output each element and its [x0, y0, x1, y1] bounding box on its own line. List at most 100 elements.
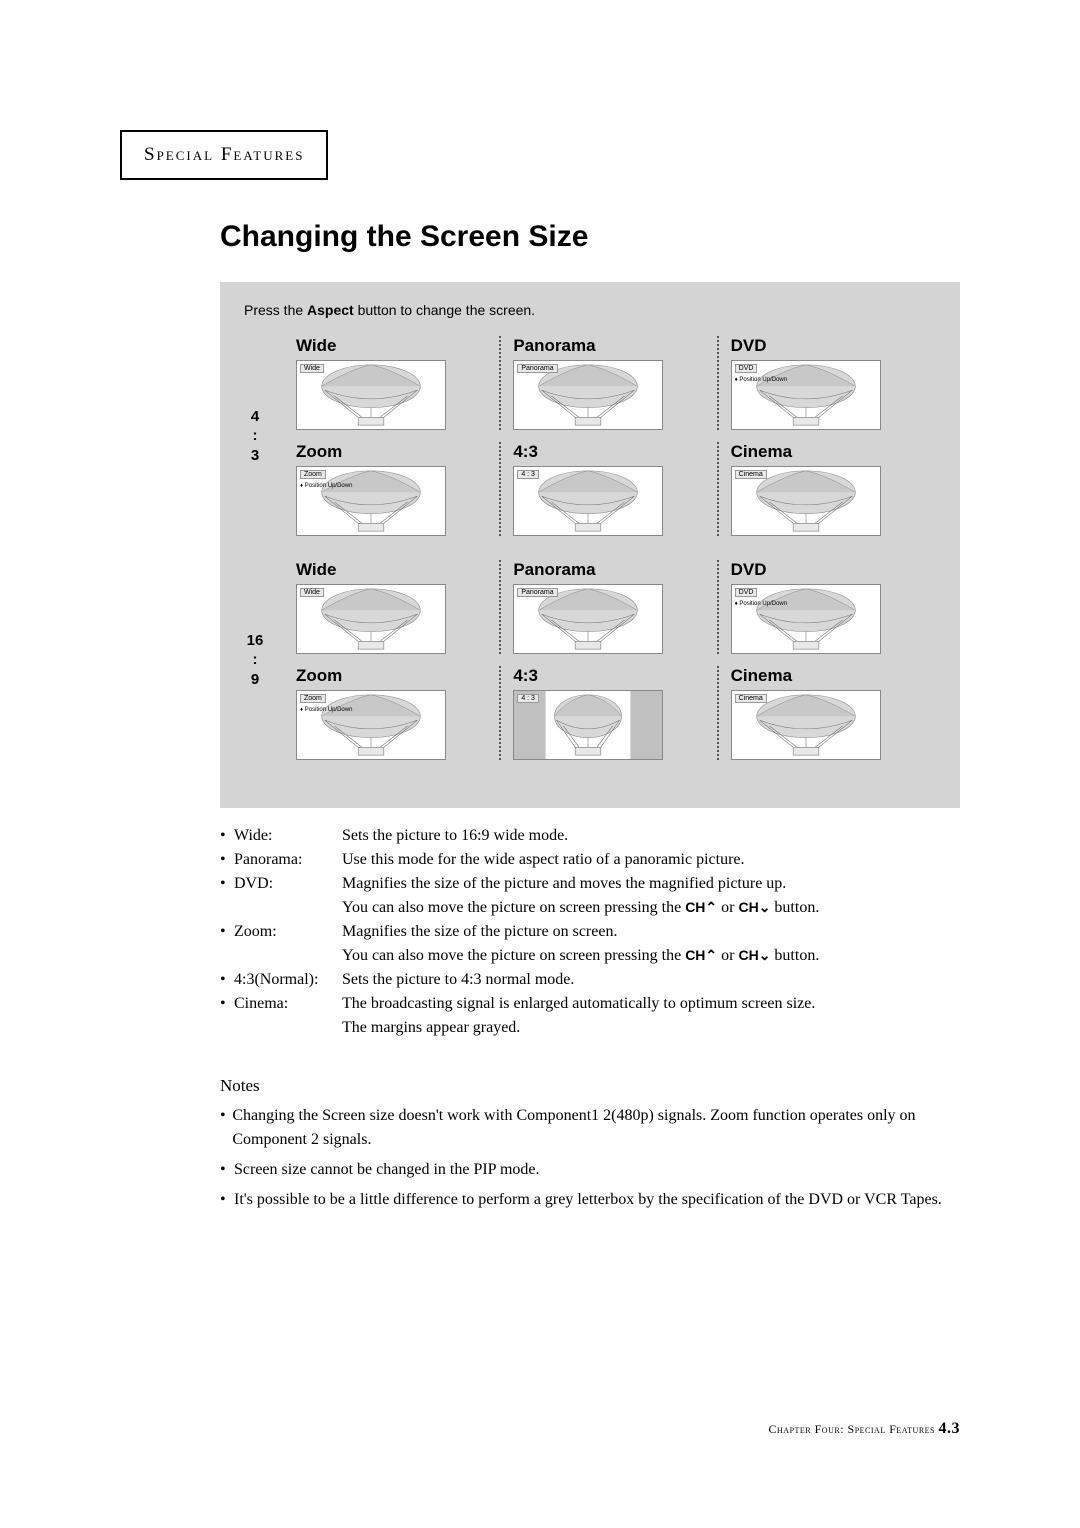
mode-tag: 4 : 3 — [517, 470, 539, 479]
note-text: It's possible to be a little difference … — [234, 1188, 942, 1212]
mode-cell: Wide Wide — [284, 336, 501, 430]
definition-desc: Sets the picture to 4:3 normal mode. — [342, 968, 960, 992]
mode-subtext: ♦ Position Up/Down — [300, 707, 352, 713]
instruction-pre: Press the — [244, 302, 307, 318]
mode-cell: Zoom Zoom♦ Position Up/Down — [284, 442, 501, 536]
mode-name: Panorama — [513, 560, 704, 580]
mode-cell: Wide Wide — [284, 560, 501, 654]
mode-name: Cinema — [731, 442, 924, 462]
bullet: • — [220, 920, 234, 944]
tv-preview: Wide — [296, 584, 446, 654]
mode-cell: 4:3 4 : 3 — [501, 442, 718, 536]
bullet: • — [220, 1158, 234, 1182]
ratio-label: 4:3 — [244, 407, 266, 466]
tv-preview: Cinema — [731, 466, 881, 536]
mode-tag: Cinema — [735, 470, 767, 479]
mode-name: 4:3 — [513, 666, 704, 686]
definition-term — [234, 1016, 342, 1040]
aspect-section: 16:9Wide WidePanorama PanoramaDVD DVD♦ P… — [244, 560, 936, 760]
bullet — [220, 1016, 234, 1040]
mode-name: DVD — [731, 336, 924, 356]
note-item: •Screen size cannot be changed in the PI… — [220, 1158, 960, 1182]
mode-tag: Wide — [300, 588, 324, 597]
tv-preview: 4 : 3 — [513, 690, 663, 760]
tv-preview: Zoom♦ Position Up/Down — [296, 466, 446, 536]
instruction-text: Press the Aspect button to change the sc… — [244, 302, 936, 318]
tv-preview: Cinema — [731, 690, 881, 760]
mode-name: Wide — [296, 560, 487, 580]
tv-preview: Panorama — [513, 360, 663, 430]
mode-name: Panorama — [513, 336, 704, 356]
mode-tag: Panorama — [517, 588, 557, 597]
tv-preview: DVD ♦ Position Up/Down — [731, 360, 881, 430]
note-text: Changing the Screen size doesn't work wi… — [232, 1104, 960, 1152]
bullet: • — [220, 872, 234, 896]
tv-preview: DVD ♦ Position Up/Down — [731, 584, 881, 654]
mode-tag: DVD — [735, 588, 758, 597]
definition-term: Zoom: — [234, 920, 342, 944]
tv-preview: Wide — [296, 360, 446, 430]
mode-tag: Zoom — [300, 470, 326, 479]
definition-term: Cinema: — [234, 992, 342, 1016]
definition-desc: The broadcasting signal is enlarged auto… — [342, 992, 960, 1016]
mode-name: DVD — [731, 560, 924, 580]
definition-term: Panorama: — [234, 848, 342, 872]
ratio-label: 16:9 — [244, 631, 266, 690]
tv-preview: Panorama — [513, 584, 663, 654]
definition-term — [234, 896, 342, 920]
note-item: •It's possible to be a little difference… — [220, 1188, 960, 1212]
mode-cell: Panorama Panorama — [501, 336, 718, 430]
definition-row: You can also move the picture on screen … — [220, 944, 960, 968]
bullet: • — [220, 992, 234, 1016]
definition-term: Wide: — [234, 824, 342, 848]
instruction-bold: Aspect — [307, 302, 354, 318]
definition-row: •Zoom:Magnifies the size of the picture … — [220, 920, 960, 944]
footer-page: 4.3 — [939, 1420, 961, 1437]
mode-tag: Cinema — [735, 694, 767, 703]
section-header: Special Features — [120, 130, 328, 180]
bullet — [220, 896, 234, 920]
mode-cell: 4:3 4 : 3 — [501, 666, 718, 760]
notes-list: •Changing the Screen size doesn't work w… — [220, 1104, 960, 1212]
definition-desc: You can also move the picture on screen … — [342, 944, 960, 968]
definition-row: The margins appear grayed. — [220, 1016, 960, 1040]
definition-desc: You can also move the picture on screen … — [342, 896, 960, 920]
bullet — [220, 944, 234, 968]
definition-desc: Sets the picture to 16:9 wide mode. — [342, 824, 960, 848]
mode-cell: Panorama Panorama — [501, 560, 718, 654]
definition-desc: Use this mode for the wide aspect ratio … — [342, 848, 960, 872]
notes-heading: Notes — [220, 1076, 960, 1096]
mode-grid: Wide WidePanorama PanoramaDVD DVD♦ Posit… — [284, 560, 936, 760]
definition-row: •Panorama:Use this mode for the wide asp… — [220, 848, 960, 872]
aspect-section: 4:3Wide WidePanorama PanoramaDVD DVD♦ Po… — [244, 336, 936, 536]
mode-tag: Panorama — [517, 364, 557, 373]
modes-panel: Press the Aspect button to change the sc… — [220, 282, 960, 808]
definition-term: DVD: — [234, 872, 342, 896]
bullet: • — [220, 824, 234, 848]
note-item: •Changing the Screen size doesn't work w… — [220, 1104, 960, 1152]
bullet: • — [220, 848, 234, 872]
mode-cell: Cinema Cinema — [719, 442, 936, 536]
mode-tag: Wide — [300, 364, 324, 373]
mode-subtext: ♦ Position Up/Down — [735, 377, 787, 383]
mode-cell: DVD DVD ♦ Position Up/Down — [719, 336, 936, 430]
page-title: Changing the Screen Size — [220, 220, 960, 254]
page-footer: Chapter Four: Special Features 4.3 — [769, 1420, 960, 1438]
definition-desc: Magnifies the size of the picture on scr… — [342, 920, 960, 944]
footer-text: Chapter Four: Special Features — [769, 1422, 939, 1436]
mode-name: Cinema — [731, 666, 924, 686]
definition-row: •DVD:Magnifies the size of the picture a… — [220, 872, 960, 896]
mode-name: Zoom — [296, 666, 487, 686]
mode-tag: DVD — [735, 364, 758, 373]
definition-desc: Magnifies the size of the picture and mo… — [342, 872, 960, 896]
mode-name: Wide — [296, 336, 487, 356]
tv-preview: 4 : 3 — [513, 466, 663, 536]
definition-row: •4:3(Normal):Sets the picture to 4:3 nor… — [220, 968, 960, 992]
mode-name: 4:3 — [513, 442, 704, 462]
mode-grid: Wide WidePanorama PanoramaDVD DVD♦ Posit… — [284, 336, 936, 536]
mode-subtext: ♦ Position Up/Down — [735, 601, 787, 607]
tv-preview: Zoom♦ Position Up/Down — [296, 690, 446, 760]
instruction-post: button to change the screen. — [354, 302, 535, 318]
bullet: • — [220, 1104, 232, 1152]
bullet: • — [220, 1188, 234, 1212]
